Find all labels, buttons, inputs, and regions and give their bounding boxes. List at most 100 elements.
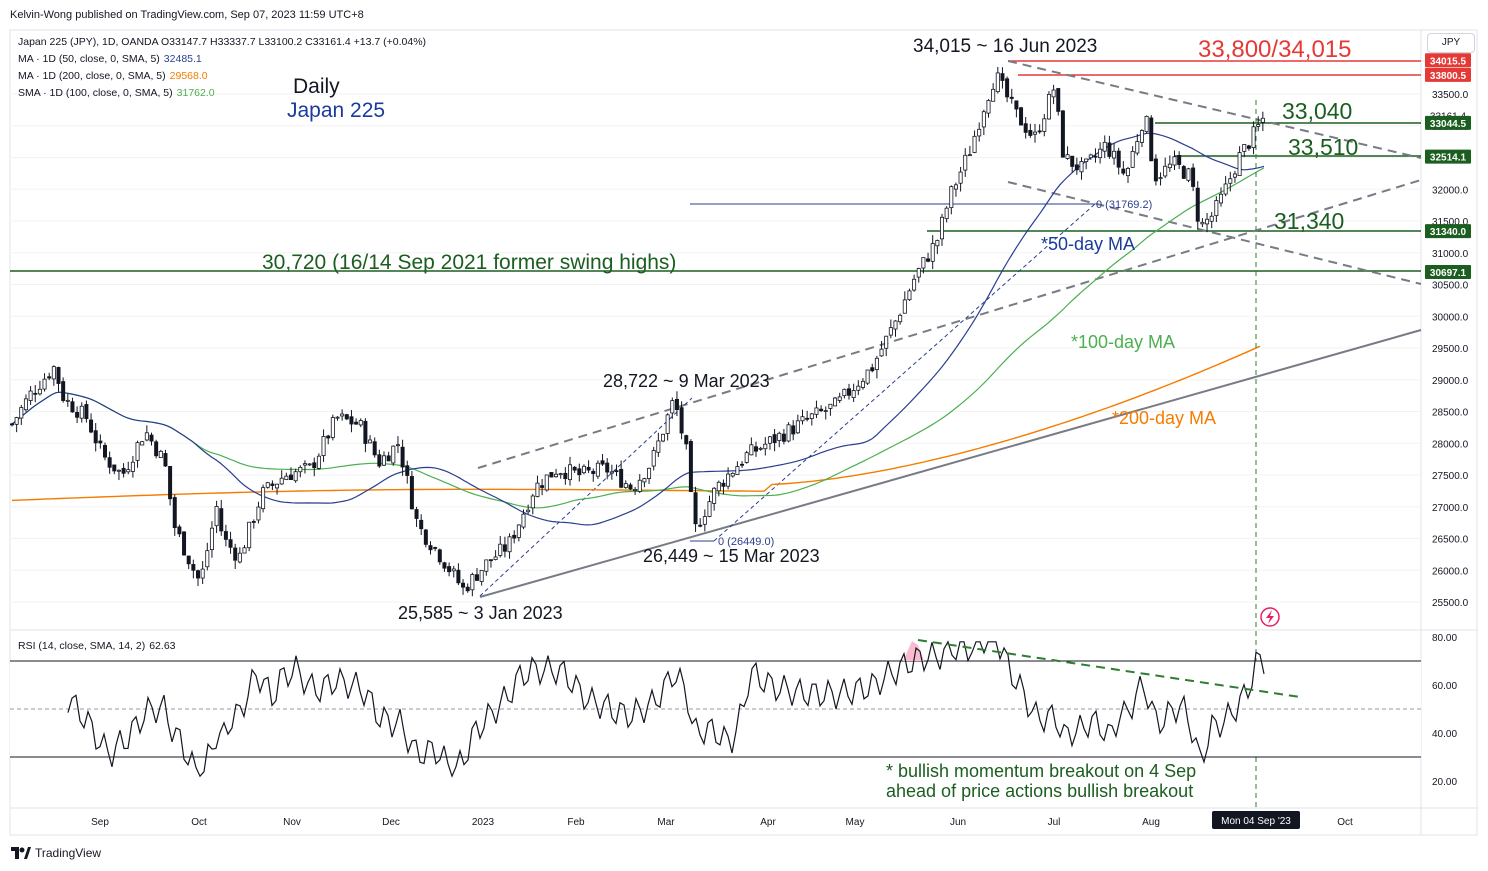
candle-body bbox=[479, 569, 484, 582]
candle-body bbox=[874, 357, 879, 371]
candle-body bbox=[665, 414, 670, 434]
candle-body bbox=[307, 463, 312, 466]
candle-body bbox=[284, 475, 289, 481]
price-tick-31000: 31000.0 bbox=[1432, 249, 1469, 260]
tradingview-logo[interactable]: TradingView bbox=[11, 846, 101, 860]
candle-body bbox=[1084, 158, 1089, 163]
candle-body bbox=[977, 128, 982, 137]
legend-sma100[interactable]: SMA · 1D (100, close, 0, SMA, 5) 31762.0 bbox=[18, 87, 215, 99]
candle-body bbox=[679, 407, 684, 434]
candle-body bbox=[1037, 130, 1042, 133]
instrument-label: Japan 225 bbox=[287, 99, 385, 122]
candle-body bbox=[144, 432, 149, 441]
candle-body bbox=[823, 410, 828, 412]
candle-body bbox=[1177, 155, 1182, 165]
candle-body bbox=[1107, 142, 1112, 157]
candle-body bbox=[502, 544, 507, 552]
candle-body bbox=[963, 154, 968, 171]
candle-body bbox=[926, 258, 931, 262]
candle-body bbox=[744, 452, 749, 463]
tradingview-icon bbox=[11, 847, 31, 859]
candle-body bbox=[1214, 200, 1219, 217]
candle-body bbox=[549, 472, 554, 478]
candle-body bbox=[953, 184, 958, 190]
candle-body bbox=[702, 516, 707, 525]
candle-body bbox=[986, 100, 991, 114]
candle-body bbox=[581, 465, 586, 474]
daily-label: Daily bbox=[293, 75, 340, 98]
candle-body bbox=[1093, 155, 1098, 158]
candle-body bbox=[516, 524, 521, 538]
candle-body bbox=[1232, 173, 1237, 178]
candle-body bbox=[256, 506, 261, 521]
candle-body bbox=[9, 423, 14, 426]
published-by: Kelvin-Wong published on TradingView.com… bbox=[10, 9, 364, 21]
candle-body bbox=[1256, 124, 1261, 127]
candle-body bbox=[368, 439, 373, 444]
candle-body bbox=[330, 417, 335, 438]
legend-symbol[interactable]: Japan 225 (JPY), 1D, OANDA O33147.7 H333… bbox=[18, 36, 426, 48]
time-tick-1: Oct bbox=[191, 817, 207, 828]
time-axis[interactable]: Sep Oct Nov Dec 2023 Feb Mar Apr May Jun Jul Aug Mon… bbox=[91, 811, 1353, 829]
ma50-line bbox=[11, 132, 1265, 526]
candle-body bbox=[786, 424, 791, 442]
candle-body bbox=[1088, 154, 1093, 159]
candle-body bbox=[65, 399, 70, 402]
candle-body bbox=[191, 564, 196, 571]
candle-body bbox=[767, 436, 772, 444]
price-badge-0 bbox=[1425, 53, 1471, 68]
candle-body bbox=[89, 419, 94, 433]
price-tick-33500: 33500.0 bbox=[1432, 90, 1469, 101]
candle-body bbox=[1051, 89, 1056, 98]
candle-body bbox=[195, 570, 200, 579]
candle-body bbox=[930, 243, 935, 262]
candle-body bbox=[488, 559, 493, 562]
candle-body bbox=[754, 446, 759, 452]
candle-body bbox=[940, 216, 945, 240]
rsi-line bbox=[67, 640, 1265, 778]
candle-body bbox=[577, 468, 582, 476]
candle-body bbox=[698, 524, 703, 527]
candle-body bbox=[47, 376, 52, 379]
candle-body bbox=[261, 487, 266, 510]
candle-body bbox=[135, 442, 140, 461]
price-badge-label-6: 30697.1 bbox=[1430, 268, 1467, 279]
price-tick-31500: 31500.0 bbox=[1432, 217, 1469, 228]
candle-body bbox=[363, 420, 368, 444]
candle-body bbox=[833, 397, 838, 407]
candle-body bbox=[944, 207, 949, 220]
candle-body bbox=[247, 521, 252, 549]
candle-body bbox=[498, 543, 503, 556]
candle-body bbox=[23, 398, 28, 411]
legend-ma200[interactable]: MA · 1D (200, close, 0, SMA, 5) 29568.0 bbox=[18, 70, 208, 82]
candle-body bbox=[400, 446, 405, 468]
resistance-label: 33,800/34,015 bbox=[1198, 36, 1351, 63]
candle-body bbox=[1139, 130, 1144, 143]
candle-body bbox=[949, 186, 954, 209]
candle-body bbox=[684, 435, 689, 445]
candle-body bbox=[42, 378, 47, 390]
high-label: 34,015 ~ 16 Jun 2023 bbox=[913, 36, 1097, 57]
candle-body bbox=[423, 529, 428, 545]
candle-body bbox=[28, 390, 33, 401]
crosshair-date-box bbox=[1212, 811, 1300, 829]
trendlines bbox=[477, 60, 1422, 598]
price-tick-29000: 29000.0 bbox=[1432, 376, 1469, 387]
candle-body bbox=[1163, 165, 1168, 177]
candle-body bbox=[884, 335, 889, 349]
candle-body bbox=[1246, 145, 1251, 149]
blue-dotted-trend-2 bbox=[713, 203, 1096, 542]
legend-ma50[interactable]: MA · 1D (50, close, 0, SMA, 5) 32485.1 bbox=[18, 53, 202, 65]
candle-body bbox=[447, 566, 452, 573]
candle-body bbox=[1023, 123, 1028, 133]
candle-body bbox=[568, 464, 573, 481]
candle-body bbox=[237, 552, 242, 563]
legend-rsi[interactable]: RSI (14, close, SMA, 14, 2) 62.63 bbox=[18, 640, 176, 652]
currency-button[interactable]: JPY bbox=[1427, 33, 1475, 53]
lightning-icon[interactable] bbox=[1260, 607, 1280, 627]
candle-body bbox=[228, 539, 233, 548]
price-axis[interactable]: 25500.0 26000.0 26500.0 27000.0 27500.0 28000… bbox=[1432, 90, 1469, 609]
candle-body bbox=[707, 501, 712, 517]
candle-body bbox=[1000, 73, 1005, 81]
